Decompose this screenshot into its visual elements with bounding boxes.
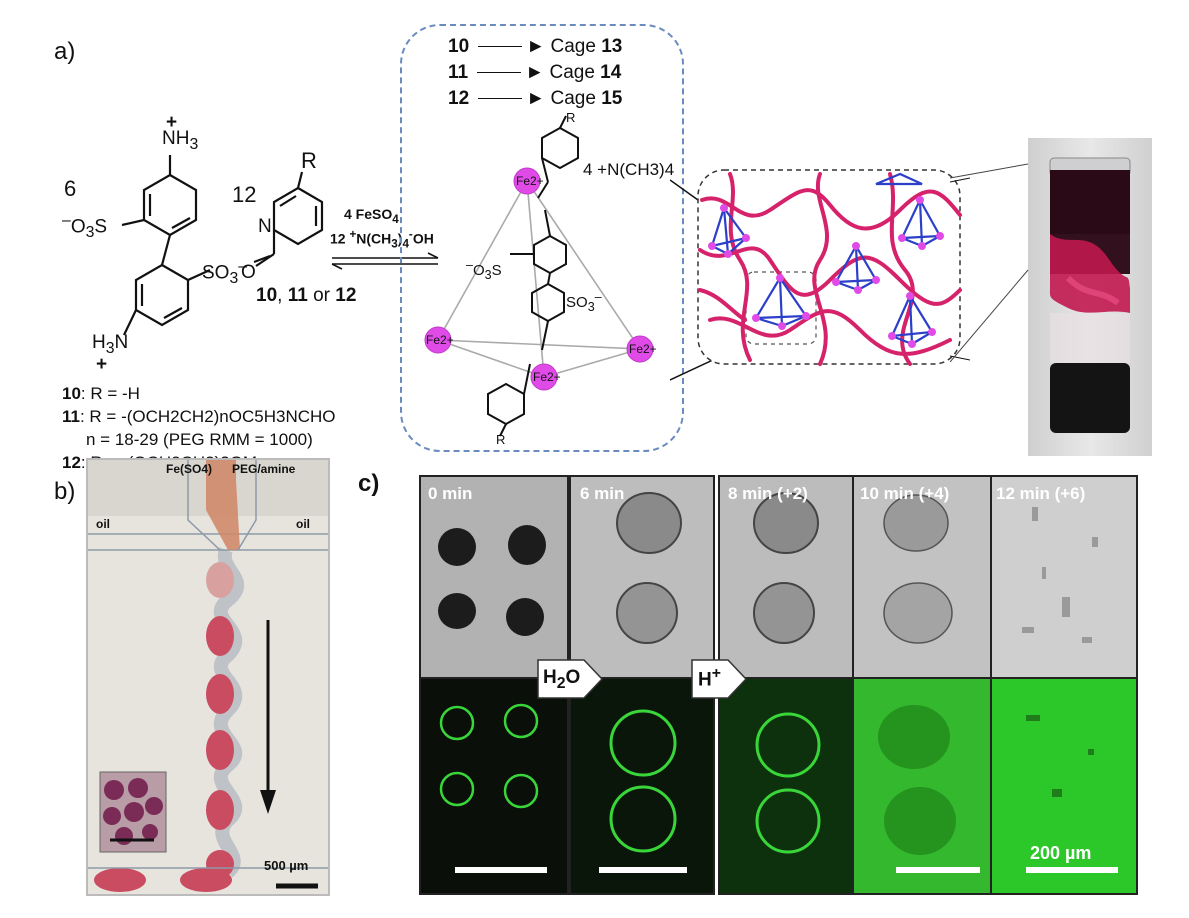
- gel-network-diagram: [670, 169, 970, 381]
- panel-a-label: a): [54, 38, 76, 65]
- fe-label-bottom: Fe2+: [533, 370, 561, 384]
- aldehyde-n: N: [258, 216, 272, 237]
- gel-vial-photo: [1017, 138, 1152, 456]
- amine-nh3-bottom: H3N: [92, 332, 129, 357]
- time-label-0: 0 min: [428, 484, 473, 503]
- fl-panel-6min: [569, 677, 715, 895]
- reaction-11: 11 ► Cage 14: [448, 62, 622, 83]
- aldehyde-o: O: [241, 262, 256, 283]
- amine-plus-bottom: +: [96, 354, 108, 375]
- reagent-feso4: 4 FeSO4: [344, 206, 399, 226]
- water-arrow-label: H2O: [543, 667, 581, 692]
- cage-r-top: R: [566, 110, 576, 125]
- amine-plus-top: +: [166, 112, 178, 133]
- oil-left-label: oil: [96, 517, 110, 531]
- legend-11: 11: R = -(OCH2CH2)nOC5H3NCHO: [62, 407, 336, 426]
- panel-c-scale-label: 200 µm: [1030, 843, 1092, 863]
- bf-panel-8min: [718, 475, 856, 681]
- equilibrium-arrow: [331, 252, 439, 270]
- fl-panel-0min: [419, 677, 569, 895]
- panel-b-scale-label: 500 µm: [264, 858, 309, 873]
- aldehyde-structure: [253, 171, 324, 267]
- inlet-peg-label: PEG/amine: [232, 462, 296, 476]
- bf-panel-6min: [569, 475, 715, 681]
- reaction-10: 10 ► Cage 13: [448, 36, 623, 57]
- fl-panel-12min: [990, 677, 1138, 895]
- reaction-12: 12 ► Cage 15: [448, 88, 623, 109]
- bf-panel-0min: [419, 475, 569, 681]
- legend-11-n: n = 18-29 (PEG RMM = 1000): [86, 430, 313, 449]
- inlet-fe-label: Fe(SO4): [166, 462, 213, 476]
- time-label-1: 6 min: [580, 484, 625, 503]
- time-label-2: 8 min (+2): [728, 484, 808, 503]
- fe-label-left: Fe2+: [426, 333, 454, 347]
- amine-structure: [121, 155, 211, 336]
- fl-panel-10min: [852, 677, 994, 895]
- fl-panel-8min: [718, 677, 856, 895]
- acid-arrow: [691, 659, 748, 699]
- time-label-4: 12 min (+6): [996, 484, 1086, 503]
- amine-nh3-top: NH3: [162, 128, 199, 153]
- oil-right-label: oil: [296, 517, 310, 531]
- time-label-3: 10 min (+4): [860, 484, 950, 503]
- bf-panel-10min: [852, 475, 994, 681]
- amine-coefficient: 6: [64, 176, 77, 201]
- cage-so3-right: SO3–: [566, 290, 602, 314]
- cage-structure: [424, 115, 654, 437]
- vial-zoom-lines: [950, 163, 1029, 363]
- amine-so3-left: –O3S: [62, 212, 108, 242]
- aldehyde-coefficient: 12: [232, 182, 257, 207]
- aldehyde-ids: 10, 11 or 12: [256, 285, 357, 306]
- acid-arrow-label: H+: [698, 665, 721, 691]
- fe-label-top: Fe2+: [516, 174, 544, 188]
- aldehyde-r-group: R: [301, 148, 317, 173]
- panel-b-label: b): [54, 478, 76, 505]
- cage-box: [400, 24, 684, 452]
- bf-panel-12min: [990, 475, 1138, 681]
- amine-so3-right: SO3–: [202, 258, 248, 288]
- cage-so3-left: –O3S: [466, 258, 502, 282]
- cage-r-bottom: R: [496, 432, 506, 447]
- fe-label-right: Fe2+: [629, 342, 657, 356]
- microfluidic-photo: [86, 458, 330, 896]
- panel-c-label: c): [358, 470, 380, 497]
- cage-counterion: 4 +N(CH3)4: [583, 160, 675, 179]
- water-arrow: [537, 659, 604, 699]
- legend-10: 10: R = -H: [62, 384, 140, 403]
